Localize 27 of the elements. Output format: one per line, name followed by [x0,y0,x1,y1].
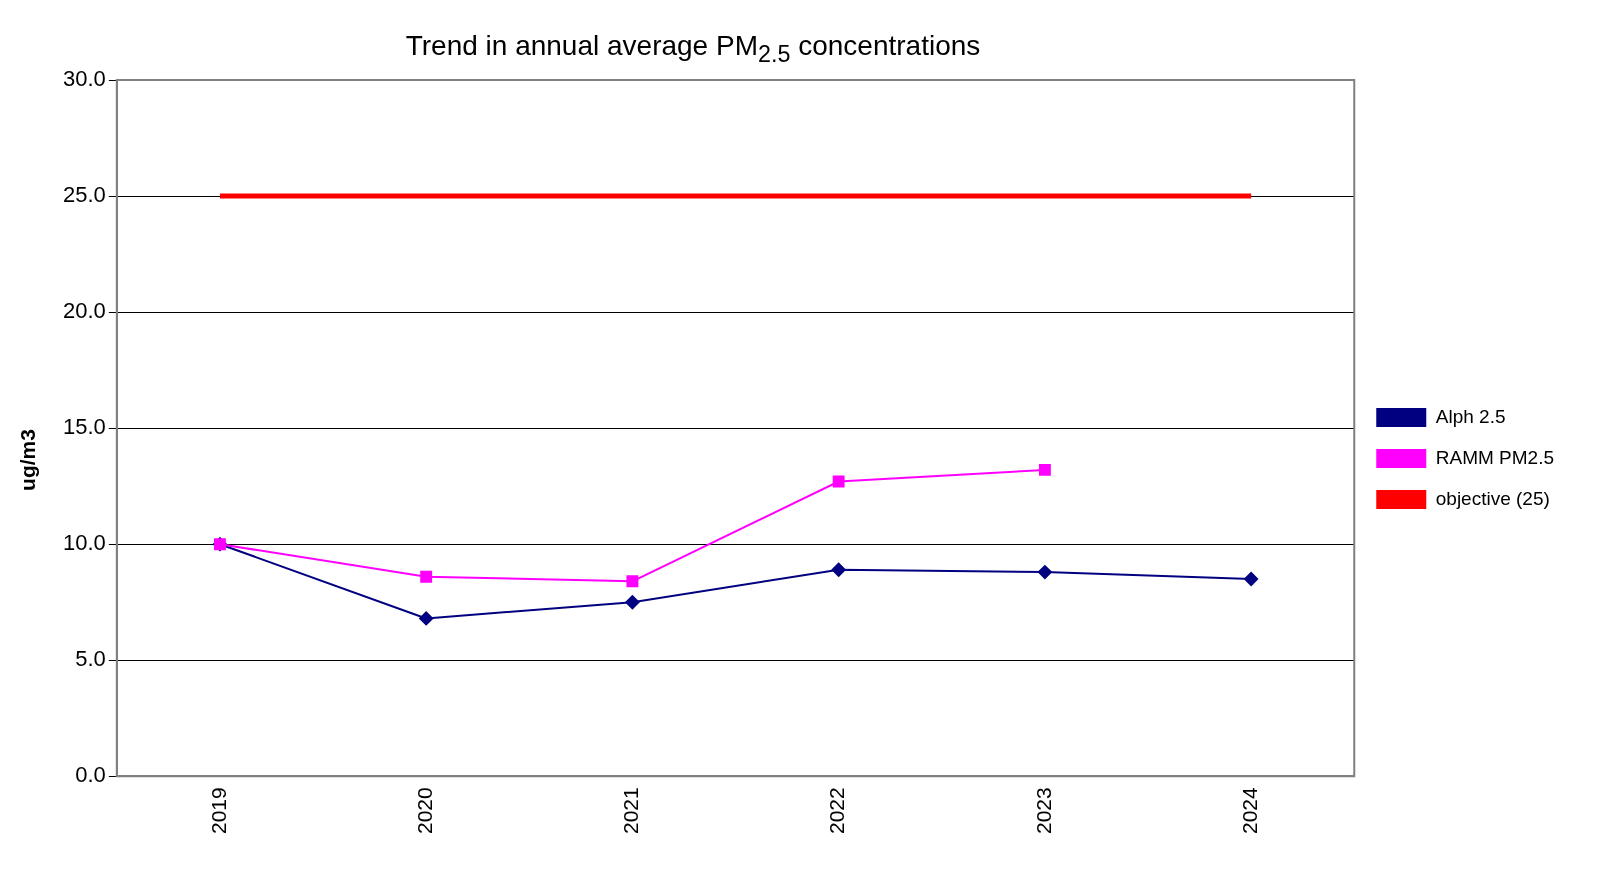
x-tick-label: 2020 [412,787,436,834]
y-tick-label: 30.0 [62,66,106,92]
point [419,611,434,626]
y-tick-label: 10.0 [62,530,106,556]
y-tick-label: 20.0 [62,298,106,324]
y-tick-label: 5.0 [75,646,106,672]
point [625,595,640,610]
point [420,570,433,583]
x-tick-label: 2021 [619,787,643,834]
point [832,475,845,488]
point [1244,572,1259,586]
legend-label: objective (25) [1435,487,1550,509]
point [1037,565,1052,580]
point [1038,463,1051,476]
chart-title: Trend in annual average PM$_{2.5}$ concentrations [404,30,982,68]
legend-label: RAMM PM2.5 [1435,446,1555,468]
point [831,562,846,577]
x-tick-label: 2019 [206,787,230,834]
y-tick-label: 0.0 [75,762,106,788]
y-axis-title: ug/m3 [16,429,40,491]
point [626,575,639,588]
y-tick-label: 15.0 [62,414,106,440]
legend-label: Alph 2.5 [1435,405,1506,427]
x-tick-label: 2024 [1237,786,1261,834]
x-tick-label: 2023 [1031,787,1055,834]
x-tick-label: 2022 [825,787,849,834]
y-tick-label: 25.0 [62,182,106,208]
